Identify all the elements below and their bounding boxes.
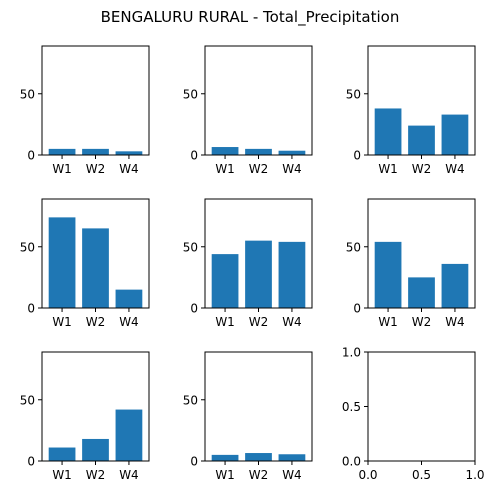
axes-frame: [41, 198, 150, 309]
y-tick-label: 0: [27, 302, 35, 316]
bar-w1: [48, 447, 76, 461]
axes-frame: [204, 351, 313, 462]
bar-w2: [82, 438, 109, 461]
bar-w2: [408, 277, 435, 308]
bar-w2: [82, 228, 109, 308]
y-tick-label: 0.5: [342, 400, 361, 414]
bar-w4: [115, 289, 143, 308]
chart-title: BENGALURU RURAL - Total_Precipitation: [101, 8, 400, 27]
bar-w1: [211, 254, 239, 308]
axes-frame: [204, 45, 313, 156]
x-tick-label: W1: [52, 162, 72, 176]
subplot-2: W1 W2 W4 0 50: [183, 45, 313, 176]
y-tick-label: 50: [183, 393, 198, 407]
x-tick-label: W1: [52, 315, 72, 329]
bar-w2: [245, 148, 272, 155]
bar-w4: [278, 150, 306, 155]
bar-w4: [278, 241, 306, 308]
y-tick-label: 0: [27, 149, 35, 163]
y-tick-label: 50: [183, 87, 198, 101]
x-tick-label: W1: [378, 315, 398, 329]
x-tick-label: W4: [282, 162, 302, 176]
axes-frame: [367, 45, 476, 156]
y-tick-label: 0.0: [342, 455, 361, 469]
x-tick-label: 0.0: [358, 468, 377, 482]
y-tick-label: 0: [353, 149, 361, 163]
x-tick-label: W4: [445, 162, 465, 176]
x-tick-label: W1: [215, 162, 235, 176]
y-tick-label: 0: [190, 302, 198, 316]
bar-w1: [374, 108, 402, 155]
axes-frame: [41, 351, 150, 462]
y-tick-label: 50: [346, 87, 361, 101]
y-tick-label: 50: [20, 240, 35, 254]
subplot-4: W1 W2 W4 0 50: [20, 198, 150, 329]
x-tick-label: W2: [86, 315, 106, 329]
subplot-7: W1 W2 W4 0 50: [20, 351, 150, 482]
x-tick-label: W1: [378, 162, 398, 176]
subplot-3: W1 W2 W4 0 50: [346, 45, 476, 176]
bar-w4: [278, 454, 306, 461]
subplot-9: 0.0 0.5 1.0 0.0 0.5 1.0: [342, 346, 485, 483]
subplot-6: W1 W2 W4 0 50: [346, 198, 476, 329]
x-tick-label: W2: [412, 162, 432, 176]
bar-w4: [441, 114, 469, 155]
x-tick-label: W2: [86, 468, 106, 482]
bar-w4: [441, 263, 469, 308]
x-tick-label: W2: [86, 162, 106, 176]
bar-w1: [374, 241, 402, 308]
x-tick-label: W2: [249, 162, 269, 176]
x-tick-label: W4: [445, 315, 465, 329]
axes-frame: [41, 45, 150, 156]
bar-w4: [115, 409, 143, 461]
bar-w2: [82, 148, 109, 155]
x-tick-label: W4: [282, 315, 302, 329]
subplot-grid: W1 W2 W4 0 50 W1 W2 W4 0 50 W1 W2 W4 0 50 W1 W2 W4 0 50 W1 W2…: [20, 45, 485, 483]
bar-w1: [211, 454, 239, 461]
y-tick-label: 0: [190, 149, 198, 163]
bar-w2: [245, 453, 272, 461]
x-tick-label: W4: [282, 468, 302, 482]
y-tick-label: 50: [183, 240, 198, 254]
subplot-8: W1 W2 W4 0 50: [183, 351, 313, 482]
y-tick-label: 0: [190, 455, 198, 469]
bar-w2: [408, 125, 435, 155]
x-tick-label: W4: [119, 315, 139, 329]
bar-w4: [115, 151, 143, 155]
x-tick-label: W4: [119, 468, 139, 482]
bar-w1: [48, 148, 76, 155]
x-tick-label: W1: [52, 468, 72, 482]
x-tick-label: W2: [412, 315, 432, 329]
x-tick-label: W2: [249, 468, 269, 482]
x-tick-label: 0.5: [412, 468, 431, 482]
subplot-5: W1 W2 W4 0 50: [183, 198, 313, 329]
x-tick-label: W2: [249, 315, 269, 329]
y-tick-label: 50: [20, 87, 35, 101]
x-tick-label: W4: [119, 162, 139, 176]
y-tick-label: 0: [27, 455, 35, 469]
axes-frame: [367, 351, 476, 462]
x-tick-label: 1.0: [465, 468, 484, 482]
bar-w1: [48, 217, 76, 308]
bar-w1: [211, 147, 239, 155]
y-tick-label: 50: [20, 393, 35, 407]
y-tick-label: 1.0: [342, 346, 361, 360]
y-tick-label: 50: [346, 240, 361, 254]
subplot-1: W1 W2 W4 0 50: [20, 45, 150, 176]
axes-frame: [204, 198, 313, 309]
x-tick-label: W1: [215, 468, 235, 482]
bar-w2: [245, 240, 272, 308]
x-tick-label: W1: [215, 315, 235, 329]
axes-frame: [367, 198, 476, 309]
y-tick-label: 0: [353, 302, 361, 316]
